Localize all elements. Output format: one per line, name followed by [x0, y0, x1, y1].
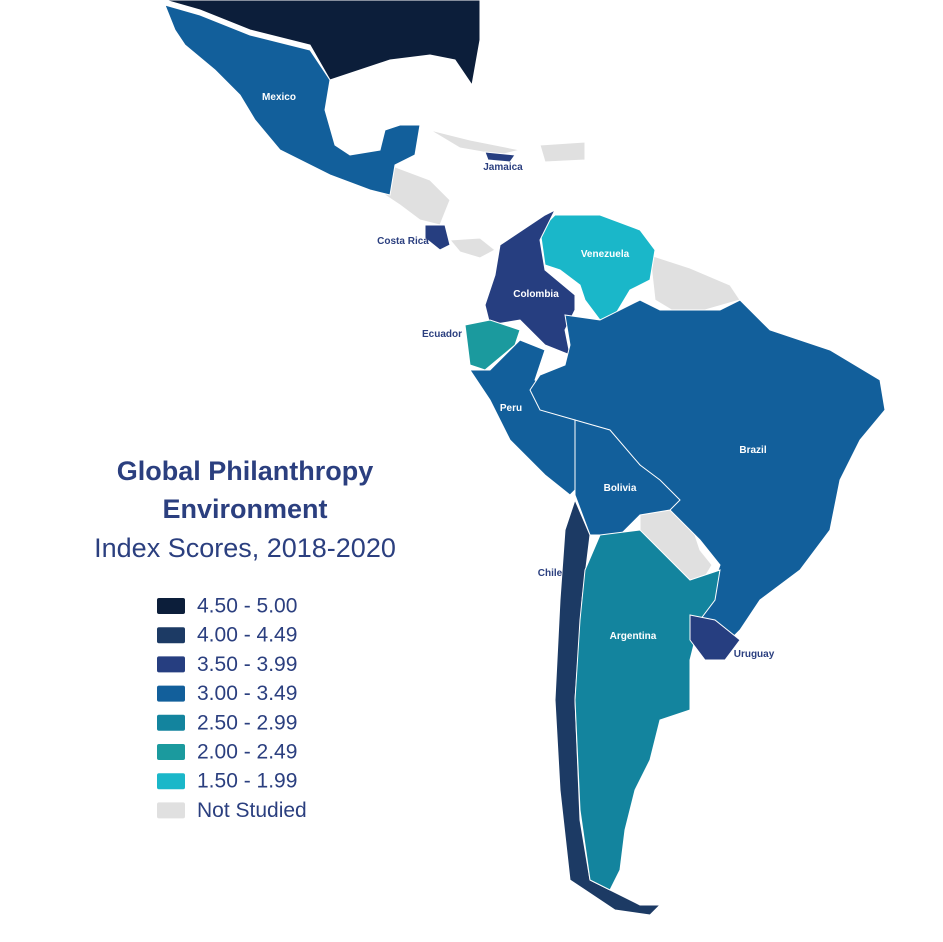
legend-swatch [157, 773, 185, 790]
country-label: Chile [538, 568, 563, 579]
legend-swatch [157, 627, 185, 644]
country-label: Venezuela [581, 249, 630, 260]
countries [164, 4, 886, 916]
legend-swatch [157, 656, 185, 673]
legend-swatch [157, 685, 185, 702]
country-label: Bolivia [604, 483, 637, 494]
legend-label: 3.00 - 3.49 [197, 682, 297, 705]
usa [164, 0, 481, 87]
legend-label: 2.00 - 2.49 [197, 741, 297, 764]
guyanas [649, 254, 741, 316]
legend-label: 2.50 - 2.99 [197, 711, 297, 734]
country-shape [164, 4, 421, 196]
legend-swatch [157, 714, 185, 731]
country-shape [689, 614, 741, 661]
title-line: Environment [162, 494, 327, 524]
country-label: Brazil [739, 445, 766, 456]
legend-label: 1.50 - 1.99 [197, 770, 297, 793]
country-shape [539, 214, 656, 321]
legend-label: Not Studied [197, 799, 307, 822]
hispaniola [539, 141, 586, 163]
country-label: Jamaica [483, 162, 523, 173]
country-label: Peru [500, 403, 522, 414]
country-shape [484, 208, 576, 356]
legend: 4.50 - 5.00 4.00 - 4.49 3.50 - 3.99 3.00 - … [157, 595, 307, 822]
legend-label: 4.50 - 5.00 [197, 595, 297, 618]
title-line: Global Philanthropy [117, 456, 374, 486]
country-shape [574, 419, 681, 536]
cuba [429, 129, 521, 156]
legend-label: 3.50 - 3.99 [197, 653, 297, 676]
country-label: Mexico [262, 92, 296, 103]
country-shape [424, 224, 451, 251]
country-shape [529, 299, 886, 651]
panama [448, 237, 496, 259]
central-america [384, 164, 451, 226]
legend-swatch [157, 744, 185, 760]
legend-label: 4.00 - 4.49 [197, 624, 297, 647]
subtitle: Index Scores, 2018-2020 [94, 533, 396, 563]
country-label: Colombia [513, 289, 559, 300]
country-shape [574, 529, 721, 891]
country-label: Ecuador [422, 329, 462, 340]
country-shape [484, 151, 516, 163]
legend-swatch [157, 598, 185, 614]
country-label: Uruguay [734, 649, 775, 660]
country-label: Argentina [610, 631, 657, 642]
legend-swatch [157, 802, 185, 819]
country-label: Costa Rica [377, 236, 429, 247]
